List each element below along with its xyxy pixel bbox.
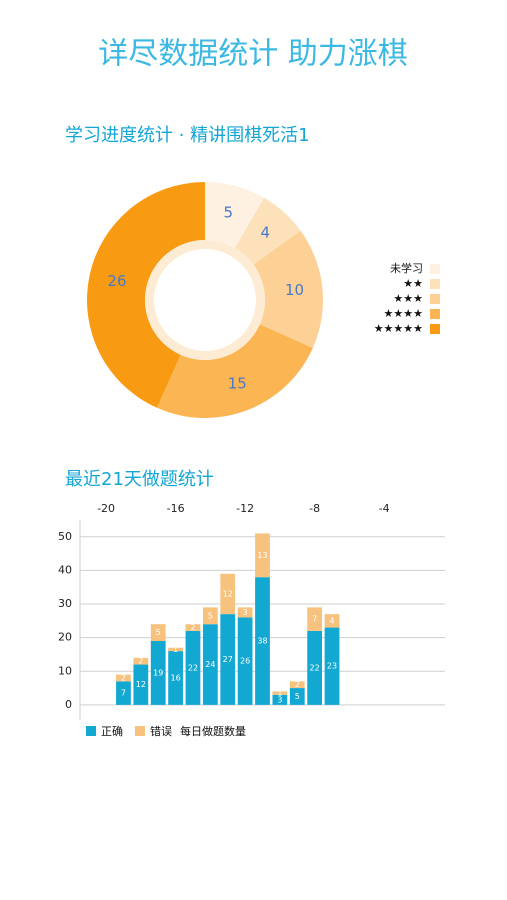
pie-slice [205,182,264,249]
bar-segment [324,614,340,628]
bar-value-label: 1 [173,645,178,654]
bar-segment [133,657,149,665]
x-tick-label: -4 [379,502,390,515]
pie-slice [87,182,205,408]
legend-label: 未学习 [390,261,423,275]
legend-swatch [86,726,96,736]
x-tick-label: -16 [167,502,185,515]
bar-value-label: 5 [295,692,300,701]
legend-swatch [430,324,440,334]
bar-value-label: 3 [243,608,248,617]
bar-segment [150,641,166,705]
bar-value-label: 12 [136,680,146,689]
slice-label: 4 [260,224,270,242]
y-axis-title: 每日做题数量 [180,724,246,738]
legend-swatch [430,294,440,304]
legend-swatch [430,279,440,289]
bar-value-label: 22 [310,663,320,672]
bar-segment [255,533,270,578]
bar-value-label: 38 [257,637,267,646]
bar-value-label: 2 [138,657,143,666]
slice-label: 10 [285,281,304,299]
slice-label: 5 [224,204,234,222]
bar-segment [307,607,323,631]
y-tick-label: 30 [58,597,72,610]
bar-value-label: 26 [240,657,250,666]
bar-value-label: 19 [153,668,163,677]
bar-value-label: 1 [277,689,282,698]
bar-value-label: 27 [223,655,233,664]
y-tick-label: 40 [58,563,72,576]
bar-segment [220,614,236,705]
bar-value-label: 2 [190,623,195,632]
bar-value-label: 12 [223,589,233,598]
x-tick-label: -8 [309,502,320,515]
bar-segment [289,688,305,705]
bar-value-label: 4 [329,616,334,625]
bar-segment [237,617,253,705]
headline: 详尽数据统计 助力涨棋 [98,37,408,72]
bar-segment [220,573,236,615]
y-tick-label: 0 [65,698,72,711]
bar-value-label: 2 [295,680,300,689]
bar-segment [307,630,323,705]
bar-value-label: 5 [156,628,161,637]
y-tick-label: 10 [58,664,72,677]
bar-value-label: 2 [121,673,126,682]
pie-slice [253,230,324,348]
bar-value-label: 7 [312,615,317,624]
legend-swatch [430,309,440,319]
bar-segment [272,694,288,705]
bar-value-label: 24 [205,660,215,669]
bar-segment [168,651,183,705]
y-tick-label: 50 [58,530,72,543]
bar-segment [237,607,253,618]
legend-swatch [430,264,440,274]
bar-value-label: 13 [257,551,267,560]
bar-segment [185,624,201,631]
bar-value-label: 23 [327,662,337,671]
bar-segment [272,691,288,695]
legend-swatch [135,726,145,736]
bar-segment [168,647,183,652]
bar-title: 最近21天做题统计 [65,469,214,490]
legend-label: ★★★ [393,292,423,305]
x-tick-label: -20 [97,502,115,515]
legend-label: ★★★★ [384,307,424,320]
legend-label: 正确 [101,725,123,738]
bar-value-label: 5 [208,611,213,620]
legend-label: ★★ [403,277,423,290]
y-tick-label: 20 [58,631,72,644]
legend-label: ★★★★★ [374,322,423,335]
pie-slice [235,197,301,265]
bar-value-label: 22 [188,663,198,672]
pie-title: 学习进度统计 · 精讲围棋死活1 [65,125,310,146]
bar-segment [202,624,218,705]
bar-segment [116,681,131,705]
bar-segment [289,681,305,689]
slice-label: 15 [228,375,247,393]
donut-hole [154,249,256,351]
bar-segment [185,630,201,705]
bar-segment [255,577,270,705]
x-tick-label: -12 [236,502,254,515]
bar-value-label: 16 [171,673,181,682]
pie-slice [157,324,313,418]
bar-value-label: 7 [121,689,126,698]
bar-segment [133,664,149,705]
legend-label: 错误 [150,724,172,738]
bar-segment [150,624,166,642]
bar-segment [324,627,340,705]
bar-segment [202,607,218,625]
slice-label: 26 [107,272,126,290]
bar-segment [116,674,131,682]
bar-value-label: 3 [277,695,282,704]
